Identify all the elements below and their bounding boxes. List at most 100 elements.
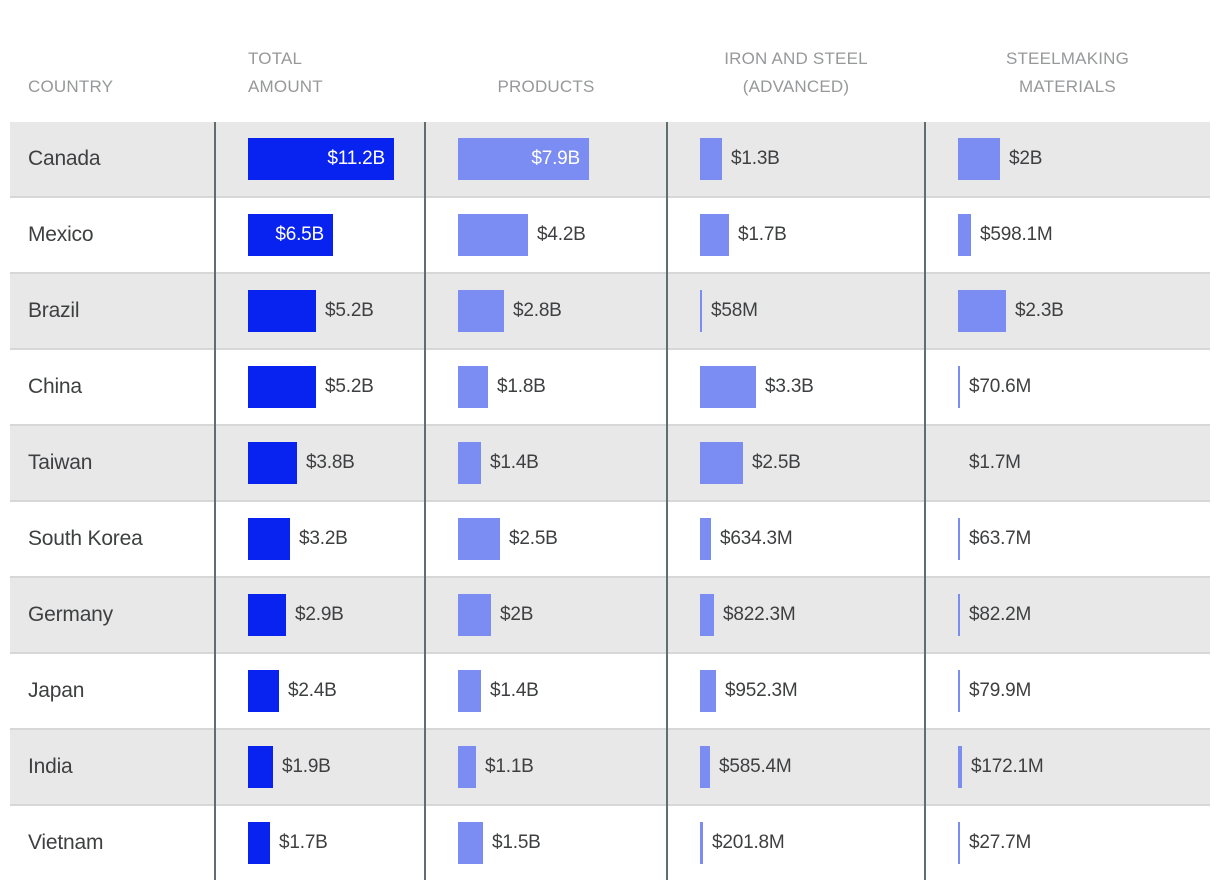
cell-steel: $1.7M xyxy=(925,426,1210,500)
value-label: $2.9B xyxy=(295,604,344,625)
cell-iron: $58M xyxy=(667,274,925,348)
column-header-products: PRODUCTS xyxy=(425,73,667,101)
products-bar: $7.9B xyxy=(458,138,589,180)
cell-steel: $82.2M xyxy=(925,578,1210,652)
cell-products: $1.8B xyxy=(425,350,667,424)
steel-bar xyxy=(958,290,1006,332)
value-label: $5.2B xyxy=(325,376,374,397)
steel-imports-table: COUNTRY TOTAL AMOUNT PRODUCTS IRON AND S… xyxy=(10,0,1210,880)
total-bar: $6.5B xyxy=(248,214,333,256)
steel-bar xyxy=(958,214,971,256)
iron-bar xyxy=(700,442,743,484)
cell-total: $2.9B xyxy=(215,578,425,652)
value-label: $7.9B xyxy=(531,148,580,169)
value-label: $2.3B xyxy=(1015,300,1064,321)
cell-iron: $585.4M xyxy=(667,730,925,804)
column-header-country-label: COUNTRY xyxy=(28,76,114,96)
cell-iron: $3.3B xyxy=(667,350,925,424)
products-bar xyxy=(458,214,528,256)
column-header-iron-and-steel-label: IRON AND STEEL (ADVANCED) xyxy=(724,48,868,96)
country-name: China xyxy=(28,375,82,398)
iron-bar xyxy=(700,822,703,864)
value-label: $1.4B xyxy=(490,680,539,701)
table-body: Canada $11.2B $7.9B $1.3B $2B Mexico $6.5B $4.2… xyxy=(10,122,1210,880)
cell-total: $2.4B xyxy=(215,654,425,728)
products-bar xyxy=(458,518,500,560)
cell-products: $1.4B xyxy=(425,654,667,728)
value-label: $2.5B xyxy=(752,452,801,473)
value-label: $3.3B xyxy=(765,376,814,397)
steel-bar xyxy=(958,518,960,560)
value-label: $2.5B xyxy=(509,528,558,549)
value-label: $5.2B xyxy=(325,300,374,321)
value-label: $1.1B xyxy=(485,756,534,777)
products-bar xyxy=(458,822,483,864)
iron-bar xyxy=(700,366,756,408)
value-label: $172.1M xyxy=(971,756,1044,777)
value-label: $1.7B xyxy=(279,832,328,853)
value-label: $6.5B xyxy=(275,224,324,245)
value-label: $3.2B xyxy=(299,528,348,549)
cell-steel: $598.1M xyxy=(925,198,1210,272)
steel-bar xyxy=(958,594,960,636)
table-row: Mexico $6.5B $4.2B $1.7B $598.1M xyxy=(10,196,1210,272)
value-label: $201.8M xyxy=(712,832,785,853)
value-label: $63.7M xyxy=(969,528,1032,549)
country-name: Germany xyxy=(28,603,113,626)
table-row: China $5.2B $1.8B $3.3B $70.6M xyxy=(10,348,1210,424)
value-label: $27.7M xyxy=(969,832,1032,853)
value-label: $3.8B xyxy=(306,452,355,473)
value-label: $79.9M xyxy=(969,680,1032,701)
cell-steel: $63.7M xyxy=(925,502,1210,576)
cell-iron: $634.3M xyxy=(667,502,925,576)
value-label: $2.4B xyxy=(288,680,337,701)
total-bar xyxy=(248,746,273,788)
cell-total: $3.8B xyxy=(215,426,425,500)
country-name: Brazil xyxy=(28,299,80,322)
steel-bar xyxy=(958,746,962,788)
value-label: $585.4M xyxy=(719,756,792,777)
cell-total: $6.5B xyxy=(215,198,425,272)
total-bar xyxy=(248,290,316,332)
value-label: $58M xyxy=(711,300,758,321)
column-header-total-amount-label: TOTAL AMOUNT xyxy=(248,48,323,96)
iron-bar xyxy=(700,670,716,712)
total-bar xyxy=(248,442,297,484)
cell-total: $1.7B xyxy=(215,806,425,880)
value-label: $1.5B xyxy=(492,832,541,853)
total-bar xyxy=(248,594,286,636)
cell-products: $7.9B xyxy=(425,122,667,196)
cell-steel: $172.1M xyxy=(925,730,1210,804)
cell-total: $3.2B xyxy=(215,502,425,576)
steel-bar xyxy=(958,822,960,864)
cell-iron: $201.8M xyxy=(667,806,925,880)
cell-products: $2B xyxy=(425,578,667,652)
products-bar xyxy=(458,442,481,484)
country-name: Vietnam xyxy=(28,831,104,854)
steel-bar xyxy=(958,366,960,408)
total-bar: $11.2B xyxy=(248,138,394,180)
table-row: Vietnam $1.7B $1.5B $201.8M $27.7M xyxy=(10,804,1210,880)
value-label: $2B xyxy=(1009,148,1043,169)
column-separator xyxy=(424,122,426,880)
cell-steel: $2.3B xyxy=(925,274,1210,348)
country-name: Canada xyxy=(28,147,101,170)
country-name: Mexico xyxy=(28,223,94,246)
iron-bar xyxy=(700,518,711,560)
cell-iron: $1.3B xyxy=(667,122,925,196)
column-header-products-label: PRODUCTS xyxy=(497,76,595,96)
steel-bar xyxy=(958,138,1000,180)
table-header-row: COUNTRY TOTAL AMOUNT PRODUCTS IRON AND S… xyxy=(10,0,1210,122)
cell-total: $11.2B xyxy=(215,122,425,196)
column-header-iron-and-steel: IRON AND STEEL (ADVANCED) xyxy=(667,45,925,101)
cell-iron: $952.3M xyxy=(667,654,925,728)
cell-total: $1.9B xyxy=(215,730,425,804)
value-label: $4.2B xyxy=(537,224,586,245)
value-label: $11.2B xyxy=(327,148,385,169)
cell-products: $1.4B xyxy=(425,426,667,500)
cell-iron: $1.7B xyxy=(667,198,925,272)
products-bar xyxy=(458,290,504,332)
total-bar xyxy=(248,822,270,864)
cell-steel: $27.7M xyxy=(925,806,1210,880)
value-label: $82.2M xyxy=(969,604,1032,625)
